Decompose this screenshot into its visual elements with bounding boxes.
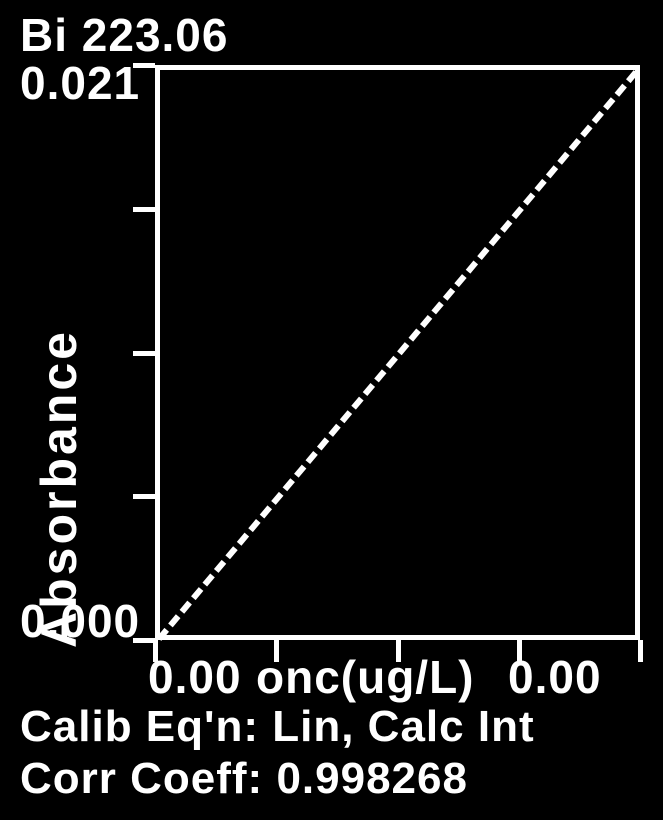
instrument-screen: Bi 223.06 0.021 Absorbance 0.000 0.00 on…	[0, 0, 663, 820]
chart-title: Bi 223.06	[20, 8, 228, 62]
y-tick	[133, 63, 155, 68]
y-min-label: 0.000	[20, 594, 140, 648]
y-tick	[133, 638, 155, 643]
x-max-label: 0.00	[508, 650, 602, 704]
y-tick	[133, 494, 155, 499]
corr-coeff-value: 0.998268	[276, 754, 468, 803]
corr-coeff-line: Corr Coeff: 0.998268	[20, 754, 468, 804]
y-tick	[133, 207, 155, 212]
y-max-label: 0.021	[20, 56, 140, 110]
calib-eqn-value: Lin, Calc Int	[272, 702, 534, 751]
corr-coeff-label: Corr Coeff:	[20, 754, 263, 803]
calib-eqn-label: Calib Eq'n:	[20, 702, 259, 751]
y-tick	[133, 351, 155, 356]
calib-eqn-line: Calib Eq'n: Lin, Calc Int	[20, 702, 535, 752]
x-tick	[638, 640, 643, 662]
x-axis-label: onc(ug/L)	[256, 650, 475, 704]
x-min-label: 0.00	[148, 650, 242, 704]
